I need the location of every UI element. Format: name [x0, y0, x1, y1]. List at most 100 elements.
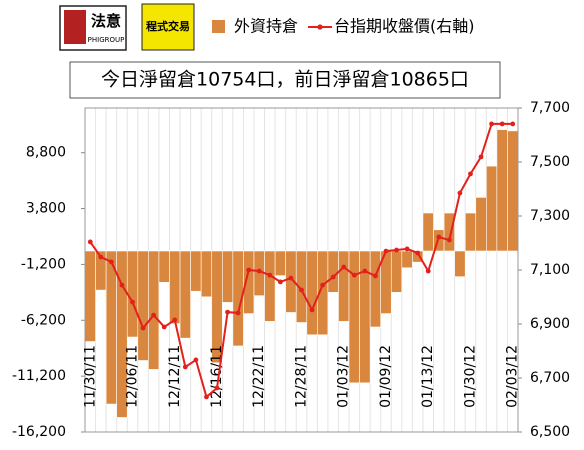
line-point — [256, 268, 262, 274]
y2-tick-label: 7,100 — [530, 262, 570, 278]
y-tick-label: -11,200 — [12, 368, 66, 384]
y-tick-label: -1,200 — [21, 256, 66, 272]
line-point — [510, 121, 516, 127]
line-point — [383, 248, 389, 254]
bar — [274, 250, 286, 276]
y2-tick-label: 7,700 — [530, 100, 570, 116]
line-point — [119, 282, 125, 288]
logo-text: PHIGROUP — [88, 36, 125, 44]
y-tick-label: 8,800 — [26, 145, 66, 161]
bar — [327, 250, 339, 293]
y2-tick-label: 6,500 — [530, 424, 570, 440]
line-point — [246, 267, 252, 273]
line-point — [320, 282, 326, 288]
line-point — [288, 275, 294, 281]
bar — [496, 129, 508, 252]
x-tick-label: 01/30/12 — [462, 345, 478, 408]
bar — [422, 212, 434, 252]
plot-border — [84, 107, 519, 433]
x-tick-label: 01/03/12 — [336, 345, 352, 408]
line-point — [161, 324, 167, 330]
x-tick-label: 12/06/11 — [125, 345, 141, 408]
line-point — [98, 254, 104, 260]
line-point — [151, 312, 157, 318]
bar — [126, 250, 139, 338]
y-tick-label: -6,200 — [21, 312, 66, 328]
line-point — [309, 307, 315, 313]
bar — [221, 250, 234, 303]
line-point — [277, 279, 283, 285]
y-tick-label: -16,200 — [12, 424, 66, 440]
line-point — [404, 246, 410, 252]
line-point — [182, 364, 188, 370]
bar — [486, 165, 498, 252]
line-point — [457, 190, 463, 196]
line-point — [204, 394, 209, 400]
line-point — [425, 268, 431, 274]
y2-tick-label: 6,900 — [530, 316, 570, 332]
logo-text: 法意 — [91, 12, 121, 30]
logo-icon — [64, 10, 86, 44]
x-tick-label: 01/09/12 — [378, 345, 394, 408]
line-point — [330, 274, 336, 280]
bar — [475, 197, 487, 252]
x-tick-label: 12/22/11 — [251, 345, 267, 408]
bar — [369, 250, 382, 328]
line-point — [109, 259, 114, 265]
bar — [190, 250, 202, 292]
line-point — [362, 268, 368, 274]
bar — [443, 212, 455, 252]
line-point — [214, 385, 220, 391]
line-point — [468, 171, 473, 177]
line-point — [499, 121, 505, 127]
y-tick-label: 3,800 — [26, 201, 66, 217]
line-point — [130, 299, 135, 305]
bar — [169, 250, 181, 324]
line-point — [446, 237, 452, 243]
x-tick-label: 12/12/11 — [167, 345, 183, 408]
x-tick-label: 12/28/11 — [294, 345, 310, 408]
bar — [137, 250, 149, 361]
line-point — [341, 264, 347, 270]
bar — [84, 250, 96, 342]
bar — [158, 250, 170, 283]
bar — [317, 250, 329, 336]
line-point — [267, 272, 273, 278]
bar — [211, 250, 223, 364]
bar — [148, 250, 160, 370]
line-point — [235, 310, 241, 316]
line-point — [351, 272, 357, 278]
legend-label: 外資持倉 — [234, 17, 298, 36]
y2-tick-label: 6,700 — [530, 370, 570, 386]
line-point — [373, 273, 378, 279]
chart-title: 今日淨留倉10754口，前日淨留倉10865口 — [101, 69, 469, 91]
line-point — [140, 325, 146, 331]
line-point — [415, 250, 421, 256]
bar — [264, 250, 276, 322]
bar — [401, 250, 413, 269]
x-tick-label: 01/13/12 — [420, 345, 436, 408]
logo-box — [141, 3, 195, 51]
bar — [200, 250, 213, 298]
bar — [464, 212, 477, 252]
bar — [105, 250, 117, 405]
bar — [179, 250, 191, 339]
line-point — [478, 154, 484, 160]
bar — [338, 250, 350, 322]
line-point — [172, 317, 178, 323]
x-tick-label: 02/03/12 — [505, 345, 521, 408]
line-point — [193, 357, 199, 363]
legend-marker — [317, 24, 323, 30]
logo-text: 程式交易 — [146, 19, 190, 33]
legend-label: 台指期收盤價(右軸) — [334, 17, 475, 36]
line-point — [225, 309, 230, 315]
legend-swatch — [212, 20, 225, 33]
line-point — [489, 121, 494, 127]
line-point — [394, 247, 399, 253]
bar — [454, 250, 466, 278]
y2-tick-label: 7,500 — [530, 154, 570, 170]
title-box — [69, 61, 501, 99]
bar — [306, 250, 318, 336]
